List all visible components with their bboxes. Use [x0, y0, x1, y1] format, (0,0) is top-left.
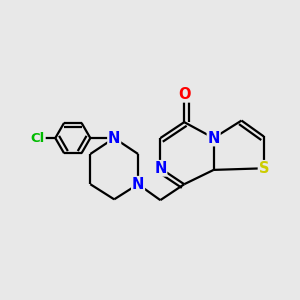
Text: N: N — [154, 161, 167, 176]
Text: S: S — [259, 161, 269, 176]
Text: N: N — [132, 177, 144, 192]
Text: Cl: Cl — [31, 132, 45, 145]
Text: N: N — [108, 130, 120, 146]
Text: N: N — [208, 130, 220, 146]
Text: O: O — [178, 87, 190, 102]
